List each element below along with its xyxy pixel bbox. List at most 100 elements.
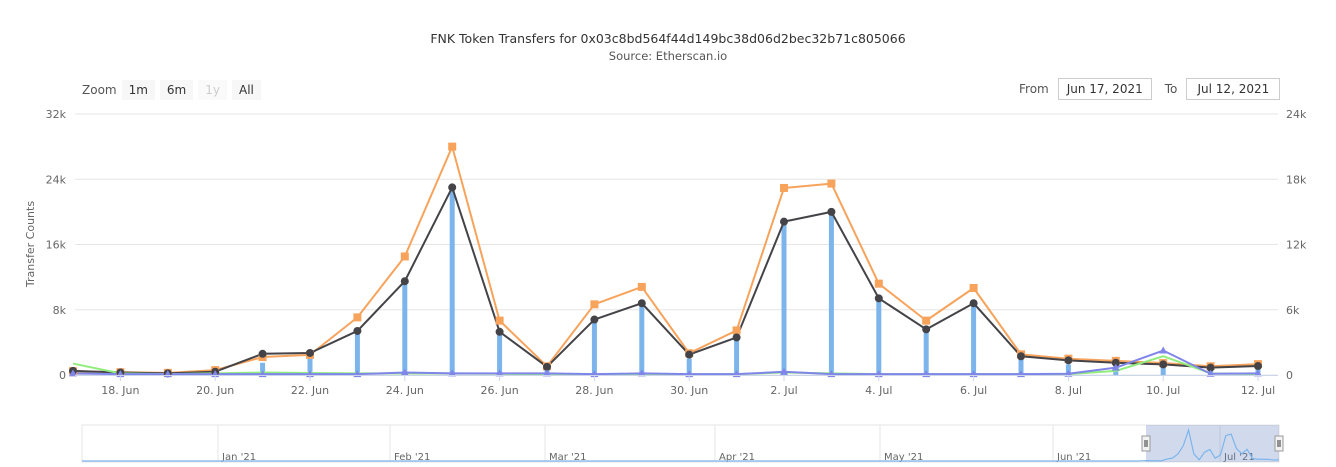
navigator-tick-label: Feb '21 [394,452,430,463]
triangle-marker [1111,363,1120,371]
column-series [70,189,1261,375]
navigator-tick-label: Jul '21 [1223,452,1255,463]
column-bar [449,189,455,375]
navigator-tick-label: Jun '21 [1056,452,1091,463]
zoom-1m-button[interactable]: 1m [121,80,155,100]
chart-subtitle: Source: Etherscan.io [608,49,728,63]
line-series [72,145,1259,376]
circle-marker [637,299,646,308]
column-bar [497,332,503,375]
column-bar [354,332,360,375]
x-tick-label: 4. Jul [865,384,892,397]
y-right-tick-label: 18k [1286,173,1307,186]
y-left-tick-label: 16k [46,239,67,252]
circle-marker [827,207,836,216]
circle-marker [732,333,741,342]
y-right-tick-label: 6k [1286,304,1300,317]
zoom-6m-button[interactable]: 6m [159,80,194,100]
square-marker [969,284,978,292]
square-marker [827,179,836,188]
square-marker [353,313,362,322]
zoom-1y-button[interactable]: 1y [198,80,227,100]
circle-marker [1064,356,1073,365]
navigator-handle-right[interactable] [1274,435,1284,452]
column-bar [923,331,929,375]
column-bar [1065,364,1071,375]
x-tick-label: 26. Jun [481,384,519,397]
x-tick-label: 22. Jun [291,384,329,397]
y-left-tick-label: 0 [59,369,66,382]
circle-marker [780,217,788,226]
circle-marker [448,183,457,192]
column-bar [828,213,834,375]
y-right-tick-label: 24k [1286,108,1307,121]
column-bar [781,222,787,375]
triangle-marker [1159,346,1168,354]
square-marker [400,252,409,261]
x-tick-label: 24. Jun [386,384,424,397]
square-marker [590,300,599,309]
circle-marker [922,325,931,334]
navigator-tick-label: Apr '21 [719,452,755,463]
series-line [72,349,1259,376]
circle-marker [1111,358,1120,367]
zoom-selector: Zoom 1m 6m 1y All [82,79,266,101]
y-right-tick-label: 12k [1286,239,1307,252]
circle-marker [1017,352,1025,361]
column-bar [307,357,313,375]
y-right-tick-label: 0 [1286,369,1293,382]
zoom-all-button[interactable]: All [232,80,261,100]
triangle-marker [637,369,646,377]
column-bar [591,321,597,375]
series-line [72,186,1259,375]
square-marker [637,282,646,291]
series-markers [69,142,1262,378]
navigator-tick-label: May '21 [884,452,923,463]
square-marker [495,316,504,325]
square-marker [732,326,741,335]
square-marker [874,279,883,288]
column-bar [686,358,692,375]
circle-marker [1254,362,1262,371]
navigator-selection [1146,425,1279,462]
y-left-tick-label: 24k [46,173,67,186]
zoom-label: Zoom [82,83,117,97]
circle-marker [258,349,267,358]
date-range: From To [1019,78,1293,100]
column-bar [402,283,408,375]
axes: 0 0 8k 6k 16k 12k 24k 18k 32k 24k 18. Jun 20. Jun 22… [46,108,1307,397]
circle-marker [543,362,551,371]
triangle-marker [543,369,551,377]
from-date-input[interactable] [1057,78,1152,100]
circle-marker [353,326,362,335]
x-tick-label: 28. Jun [575,384,613,397]
triangle-marker [780,367,788,375]
navigator: Jan '21 Feb '21 Mar '21 Apr '21 May '21 Jun '… [81,424,1284,463]
x-tick-label: 6. Jul [960,384,987,397]
triangle-marker [448,369,457,377]
from-label: From [1019,82,1049,96]
circle-marker [400,277,409,286]
circle-marker [1206,363,1215,372]
square-marker [448,142,457,151]
x-tick-label: 30. Jun [670,384,708,397]
circle-marker [1159,360,1168,369]
column-bar [639,305,645,375]
navigator-series-line [82,427,1280,462]
navigator-handle-left[interactable] [1141,435,1151,452]
column-bar [260,362,266,375]
x-tick-label: 2. Jul [770,384,797,397]
triangle-marker [69,369,77,377]
x-tick-label: 12. Jul [1241,384,1275,397]
y-axis-label: Transfer Counts [24,201,37,288]
y-left-tick-label: 8k [53,304,67,317]
circle-marker [590,315,599,324]
column-bar [1018,359,1024,375]
to-label: To [1164,82,1178,96]
to-date-input[interactable] [1186,78,1281,100]
triangle-marker [1254,369,1262,377]
circle-marker [306,348,314,357]
column-bar [734,338,740,375]
triangle-marker [400,368,409,376]
